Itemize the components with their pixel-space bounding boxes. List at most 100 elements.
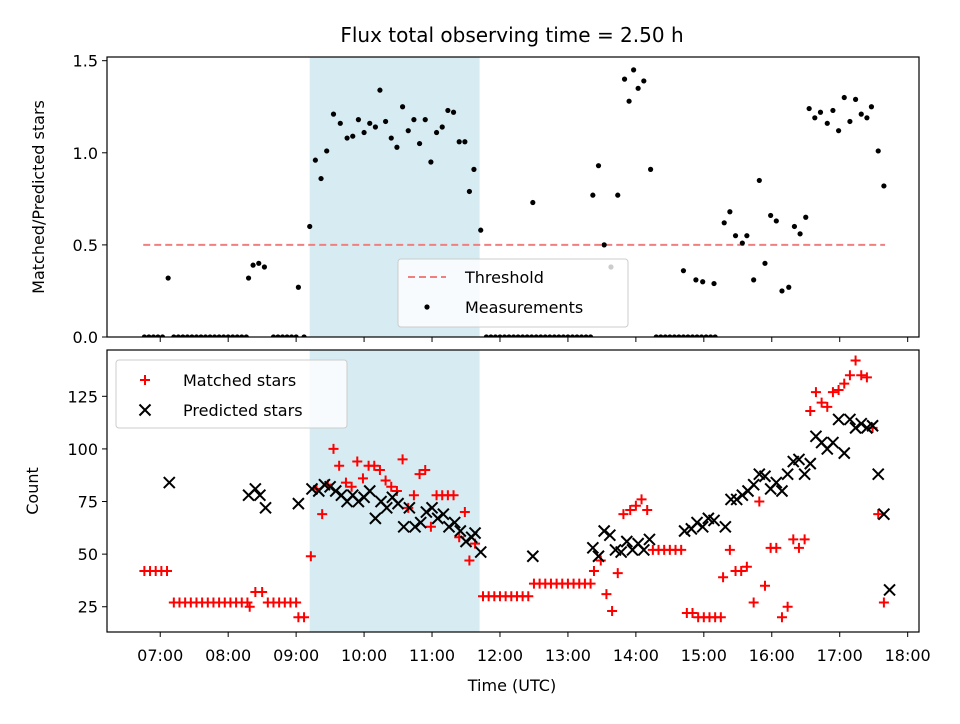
data-point-measurement [355, 117, 362, 123]
data-point-measurement [768, 212, 774, 219]
data-point-matched [257, 587, 268, 598]
data-point-predicted [798, 467, 811, 481]
data-point-predicted [804, 457, 817, 470]
axes-frame [106, 349, 920, 633]
data-point-measurement [497, 334, 503, 337]
data-point-measurement [791, 223, 798, 230]
data-point-measurement [812, 115, 818, 121]
data-point-measurement [578, 334, 585, 337]
data-point-measurement [337, 120, 343, 126]
data-point-measurement [712, 334, 718, 337]
legend-swatch-predicted [138, 403, 152, 417]
legend-label-matched: Matched stars [183, 371, 296, 390]
data-point-measurement [698, 334, 705, 337]
data-point-measurement [542, 334, 548, 337]
data-point-measurement [394, 144, 400, 150]
data-point-measurement [180, 334, 186, 337]
data-point-measurement [270, 334, 277, 337]
data-point-predicted [369, 512, 382, 525]
data-point-matched [782, 601, 793, 612]
data-point-measurement [569, 334, 576, 337]
panel-0: 0.0 0.5 1.0 1.5 Threshold Measurements [73, 52, 920, 347]
data-point-measurement [382, 118, 389, 125]
data-point-measurement [150, 334, 157, 337]
x-tick-label: 08:00 [205, 646, 251, 665]
data-point-measurement [275, 334, 281, 337]
data-point-predicted [249, 482, 262, 496]
data-point-matched [844, 370, 855, 381]
data-point-measurement [239, 334, 245, 337]
data-point-measurement [864, 115, 870, 121]
data-point-matched [642, 504, 653, 515]
chart-title: Flux total observing time = 2.50 h [340, 23, 683, 47]
y-tick-label: 0.0 [73, 328, 98, 347]
data-point-measurement [835, 128, 842, 134]
data-point-measurement [225, 334, 231, 337]
data-point-predicted [637, 543, 651, 557]
data-point-measurement [847, 118, 853, 125]
data-point-measurement [694, 334, 700, 337]
data-point-measurement [732, 233, 739, 239]
data-point-measurement [501, 334, 508, 337]
data-point-measurement [411, 117, 417, 123]
data-point-measurement [146, 334, 152, 337]
y-tick-label: 50 [78, 545, 98, 564]
data-point-measurement [350, 133, 356, 139]
data-point-predicted [614, 545, 628, 559]
data-point-predicted [448, 516, 461, 529]
legend-box [115, 359, 348, 429]
data-point-measurement [711, 280, 717, 287]
data-point-matched [618, 509, 629, 520]
data-point-measurement [377, 87, 383, 93]
data-point-matched [391, 486, 402, 496]
data-point-measurement [361, 129, 367, 136]
data-point-measurement [510, 334, 517, 337]
data-point-measurement [471, 166, 477, 172]
data-point-matched [317, 509, 328, 520]
data-point-predicted [592, 550, 605, 563]
data-point-measurement [245, 275, 252, 281]
data-point-matched [420, 464, 431, 475]
data-point-measurement [671, 334, 677, 337]
data-point-measurement [372, 124, 379, 130]
data-point-matched [736, 565, 747, 576]
data-point-measurement [466, 188, 472, 195]
data-point-measurement [189, 334, 195, 337]
data-point-measurement [647, 166, 654, 172]
data-point-predicted [781, 467, 794, 481]
data-point-matched [162, 565, 173, 576]
bottom-y-axis-label: Count [23, 467, 42, 515]
data-point-matched [291, 597, 302, 608]
data-point-predicted [420, 505, 433, 519]
data-point-measurement [221, 334, 227, 337]
y-tick-label: 1.0 [73, 144, 98, 163]
data-point-predicted [397, 520, 410, 533]
data-point-measurement [155, 334, 161, 337]
data-point-measurement [243, 334, 249, 337]
data-point-measurement [574, 334, 580, 337]
data-point-measurement [830, 107, 836, 114]
data-point-measurement [601, 242, 607, 248]
x-tick-label: 12:00 [477, 646, 523, 665]
legend-swatch-matched [140, 375, 150, 385]
data-point-measurement [547, 334, 553, 337]
data-point-matched [625, 504, 636, 515]
data-point-measurement [433, 129, 440, 136]
data-point-measurement [198, 334, 204, 337]
data-point-matched [328, 443, 339, 454]
data-point-matched [636, 494, 647, 505]
data-point-measurement [803, 214, 809, 220]
data-point-measurement [667, 334, 673, 337]
data-point-predicted [305, 482, 319, 496]
y-tick-label: 100 [67, 440, 98, 459]
data-point-measurement [556, 334, 562, 337]
data-point-measurement [279, 334, 286, 337]
data-point-predicted [391, 497, 405, 510]
data-point-matched [244, 601, 255, 612]
data-point-matched [408, 490, 419, 501]
data-point-predicted [425, 501, 439, 515]
data-point-matched [414, 469, 425, 480]
x-tick-label: 11:00 [409, 646, 455, 665]
data-point-matched [856, 370, 867, 381]
data-point-matched [724, 544, 735, 555]
